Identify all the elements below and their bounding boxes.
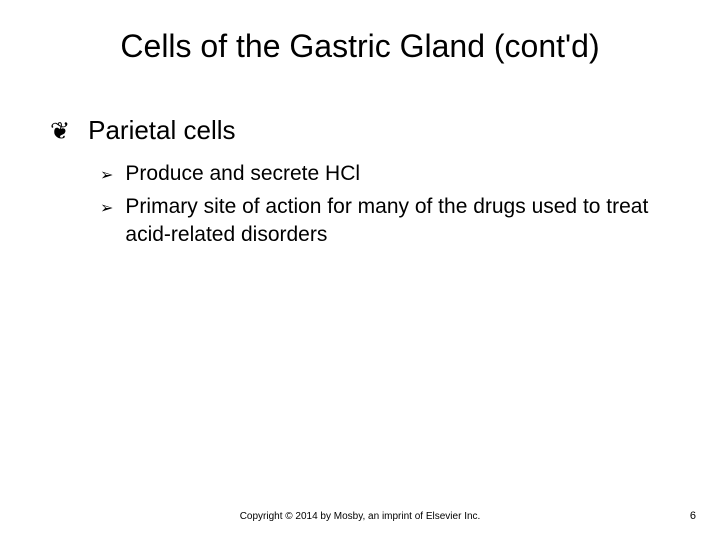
bullet-list-level2: ➢ Produce and secrete HCl ➢ Primary site… — [100, 160, 680, 254]
footer-copyright: Copyright © 2014 by Mosby, an imprint of… — [0, 511, 720, 522]
list-item: ➢ Primary site of action for many of the… — [100, 193, 680, 248]
list-item-label: Primary site of action for many of the d… — [125, 193, 680, 248]
arrow-bullet-icon: ➢ — [100, 198, 113, 220]
page-number: 6 — [690, 510, 696, 522]
arrow-bullet-icon: ➢ — [100, 165, 113, 187]
list-item-label: Produce and secrete HCl — [125, 160, 360, 187]
list-item-label: Parietal cells — [88, 115, 235, 146]
list-item: ➢ Produce and secrete HCl — [100, 160, 680, 187]
slide-title: Cells of the Gastric Gland (cont'd) — [0, 28, 720, 65]
slide: Cells of the Gastric Gland (cont'd) ❦ Pa… — [0, 0, 720, 540]
leaf-bullet-icon: ❦ — [50, 120, 70, 144]
list-item: ❦ Parietal cells — [50, 115, 670, 146]
bullet-list-level1: ❦ Parietal cells — [50, 115, 670, 146]
